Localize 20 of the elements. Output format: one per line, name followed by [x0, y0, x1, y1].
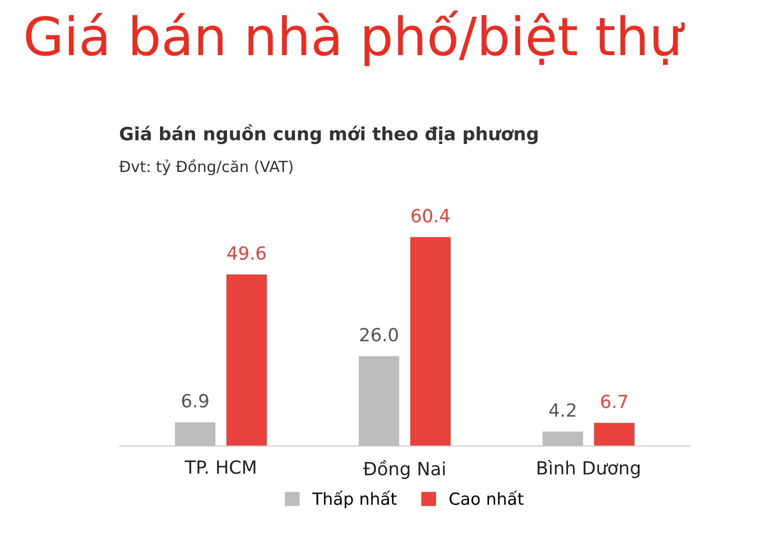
bar: [594, 422, 635, 446]
x-tick-label: Đồng Nai: [363, 460, 445, 479]
legend-label: Cao nhất: [450, 490, 524, 505]
data-label: 4.2: [549, 403, 576, 417]
data-label: 49.6: [227, 246, 266, 260]
chart-subtitle: Giá bán nguồn cung mới theo địa phương: [120, 124, 538, 144]
data-label: 6.9: [182, 394, 208, 408]
text: Đvt: tỷ Đồng/căn (VAT): [119, 159, 292, 176]
bar: [174, 422, 216, 446]
bar: [358, 356, 400, 446]
data-label: 60.4: [412, 208, 450, 222]
x-tick-label: TP. HCM: [184, 460, 256, 474]
x-tick-label: Bình Dương: [538, 460, 640, 478]
chart-title: Giá bán nhà phố/biệt thự: [26, 10, 685, 66]
data-label: 26.0: [360, 328, 398, 342]
data-label: 6.7: [601, 394, 628, 408]
bar: [542, 432, 584, 446]
legend-label: Thấp nhất: [312, 490, 397, 508]
bar: [410, 237, 451, 446]
bar: [226, 274, 267, 446]
